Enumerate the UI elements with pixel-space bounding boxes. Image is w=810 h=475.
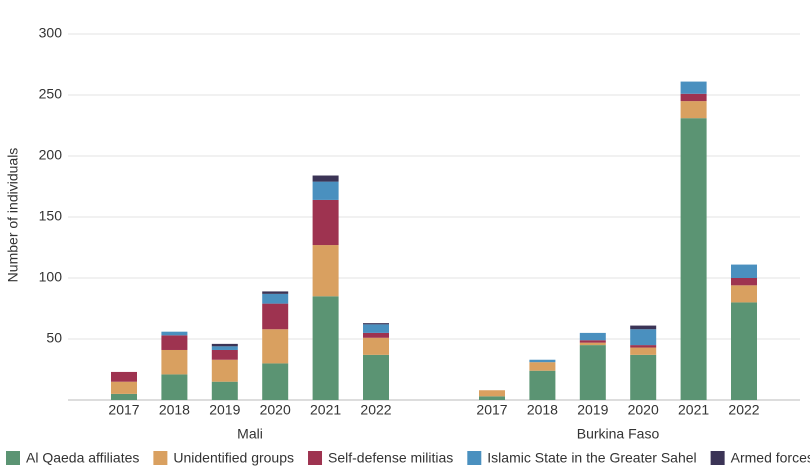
bar-segment: [111, 381, 137, 394]
x-tick-label: 2019: [577, 402, 608, 418]
bar-segment: [312, 181, 339, 200]
bar-segment: [579, 340, 606, 343]
bar-segment: [262, 291, 289, 294]
y-tick-label: 150: [39, 208, 63, 224]
bar-segment: [312, 296, 339, 400]
bar-segment: [731, 285, 757, 303]
legend-label: Armed forces: [731, 450, 810, 466]
bar-segment: [262, 303, 289, 330]
bar-segment: [579, 342, 606, 346]
bar-segment: [630, 354, 657, 400]
bar-segment: [161, 349, 188, 375]
y-tick-label: 50: [46, 330, 62, 346]
bar-segment: [630, 325, 657, 330]
bar-segment: [363, 337, 389, 355]
bar-segment: [529, 362, 556, 371]
y-tick-label: 100: [39, 269, 63, 285]
bar-segment: [161, 374, 188, 400]
bar-segment: [211, 349, 238, 360]
group-label: Mali: [237, 426, 263, 442]
x-tick-label: 2018: [159, 402, 190, 418]
bar-segment: [312, 175, 339, 182]
legend-label: Islamic State in the Greater Sahel: [487, 450, 696, 466]
bar-segment: [579, 332, 606, 341]
bar-segment: [630, 329, 657, 346]
x-tick-label: 2021: [310, 402, 341, 418]
y-axis-label: Number of individuals: [5, 148, 21, 283]
x-tick-label: 2021: [678, 402, 709, 418]
bar-segment: [680, 101, 707, 119]
bar-segment: [731, 264, 757, 278]
bar-segment: [211, 346, 238, 350]
bar-segment: [479, 396, 505, 400]
bar-segment: [579, 345, 606, 400]
legend-label: Self-defense militias: [328, 450, 453, 466]
bar-segment: [211, 359, 238, 382]
x-tick-label: 2020: [260, 402, 291, 418]
x-tick-label: 2018: [527, 402, 558, 418]
bar-segment: [312, 245, 339, 297]
legend-swatch: [710, 451, 725, 465]
bar-segment: [161, 331, 188, 336]
bar-segment: [630, 345, 657, 348]
bar-segment: [680, 81, 707, 94]
bar-segment: [680, 118, 707, 401]
bar-segment: [111, 371, 137, 382]
bar-segment: [262, 293, 289, 304]
legend-swatch: [467, 451, 482, 465]
bar-segment: [211, 381, 238, 400]
bar-segment: [262, 363, 289, 400]
x-tick-label: 2017: [108, 402, 139, 418]
bar-segment: [363, 323, 389, 325]
bar-segment: [161, 335, 188, 350]
x-tick-label: 2022: [728, 402, 759, 418]
bar-segment: [731, 302, 757, 400]
bar-segment: [479, 390, 505, 397]
bar-segment: [529, 359, 556, 363]
x-tick-label: 2019: [209, 402, 240, 418]
bar-segment: [680, 93, 707, 102]
bar-segment: [262, 329, 289, 364]
legend-label: Al Qaeda affiliates: [26, 450, 139, 466]
y-tick-label: 200: [39, 147, 63, 163]
bar-segment: [731, 278, 757, 286]
bar-segment: [363, 332, 389, 338]
bar-segment: [111, 393, 137, 400]
y-tick-label: 250: [39, 86, 63, 102]
bar-segment: [211, 343, 238, 347]
legend-swatch: [6, 451, 20, 465]
bar-segment: [630, 347, 657, 355]
bar-segment: [363, 354, 389, 400]
legend-label: Unidentified groups: [173, 450, 294, 466]
bar-segment: [363, 324, 389, 333]
x-tick-label: 2020: [628, 402, 659, 418]
x-tick-label: 2017: [476, 402, 507, 418]
group-label: Burkina Faso: [577, 426, 660, 442]
bar-segment: [312, 199, 339, 246]
legend-swatch: [308, 451, 323, 465]
legend-swatch: [153, 451, 168, 465]
x-tick-label: 2022: [360, 402, 391, 418]
bar-segment: [529, 370, 556, 400]
y-tick-label: 300: [39, 25, 63, 41]
